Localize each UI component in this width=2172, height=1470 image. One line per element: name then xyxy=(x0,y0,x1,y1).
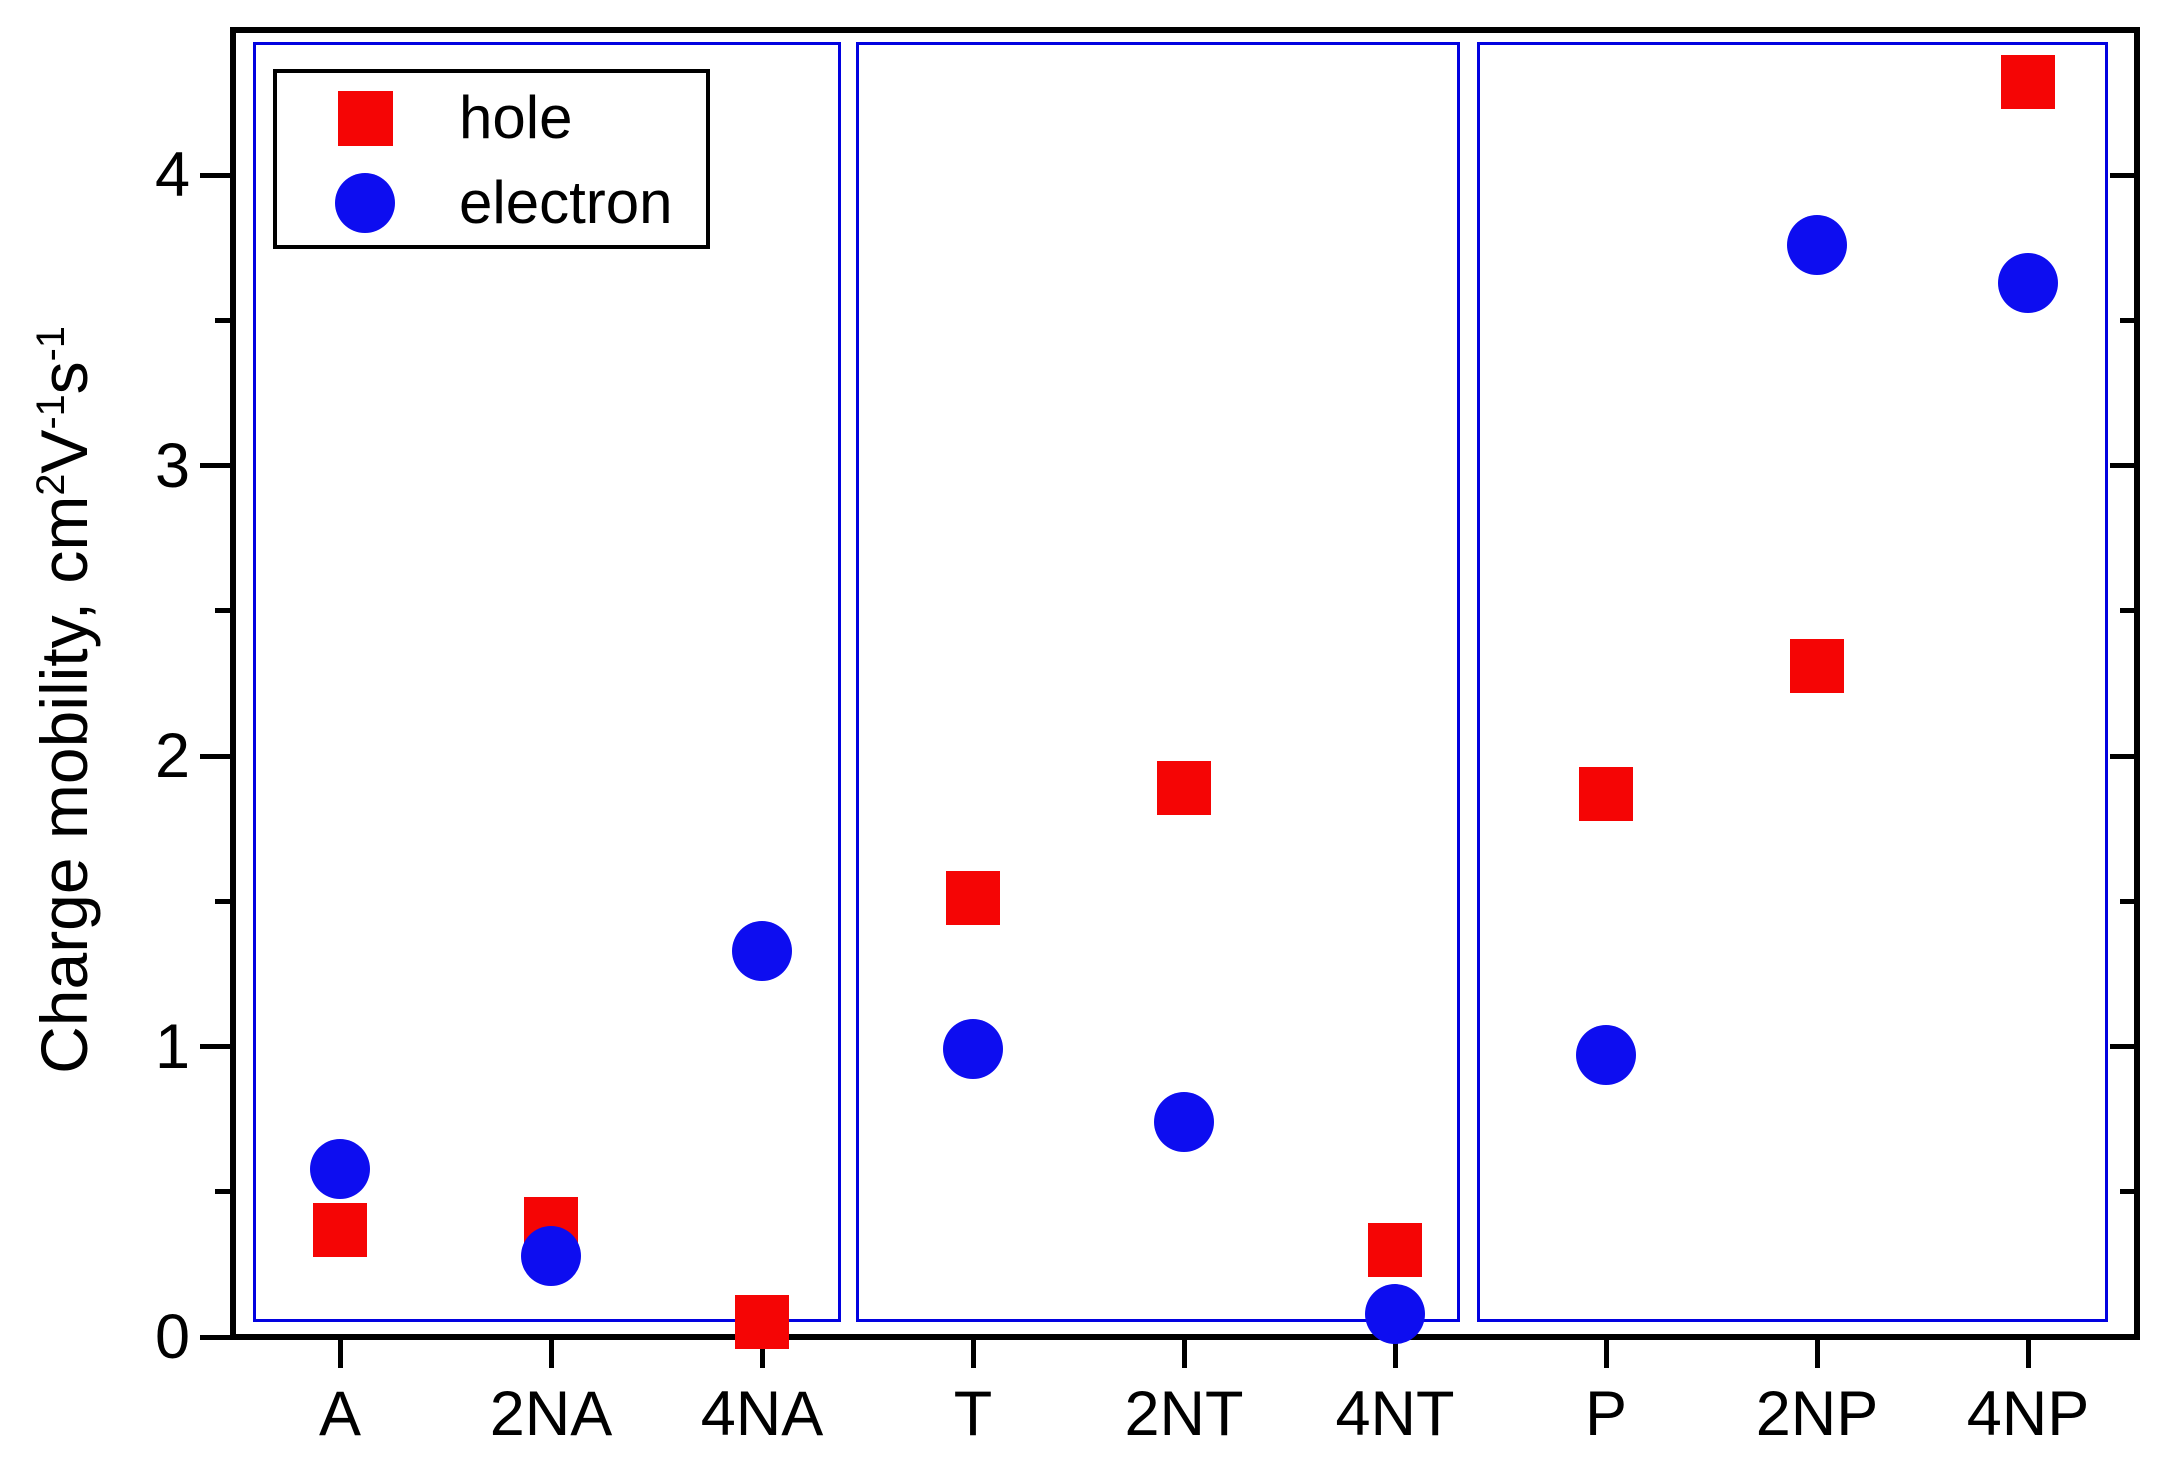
legend-hole-swatch-box xyxy=(333,90,397,146)
electron-circle-icon xyxy=(335,172,395,233)
y-minor-tick-right xyxy=(2120,898,2137,904)
marker-electron-2NT xyxy=(1154,1092,1214,1153)
marker-hole-4NA xyxy=(735,1295,789,1350)
y-major-tick-right xyxy=(2110,172,2137,178)
y-minor-tick-right xyxy=(2120,317,2137,323)
y-tick-label: 1 xyxy=(154,1011,190,1082)
y-tick-label: 4 xyxy=(154,140,190,211)
marker-electron-4NA xyxy=(732,920,792,981)
group-box-3 xyxy=(1477,42,2108,1322)
x-tick-label-4NA: 4NA xyxy=(700,1379,824,1449)
legend-entry-electron: electron xyxy=(277,161,706,246)
marker-electron-P xyxy=(1576,1025,1636,1086)
x-tick xyxy=(2025,1337,2031,1368)
x-tick-label-2NT: 2NT xyxy=(1124,1379,1244,1449)
legend: hole electron xyxy=(273,69,710,249)
marker-hole-T xyxy=(946,871,1000,926)
marker-electron-T xyxy=(943,1019,1003,1080)
x-tick xyxy=(548,1337,554,1368)
marker-electron-4NP xyxy=(1998,252,2058,313)
x-tick-label-2NA: 2NA xyxy=(489,1379,613,1449)
y-major-tick-left xyxy=(200,172,233,178)
y-major-tick-left xyxy=(200,463,233,469)
y-major-tick-left xyxy=(200,1044,233,1050)
group-box-2 xyxy=(856,42,1460,1322)
marker-electron-4NT xyxy=(1365,1283,1425,1344)
marker-electron-2NA xyxy=(521,1225,581,1286)
x-tick xyxy=(1814,1337,1820,1368)
x-tick-label-2NP: 2NP xyxy=(1755,1379,1879,1449)
y-minor-tick-left xyxy=(215,608,233,614)
marker-electron-2NP xyxy=(1787,214,1847,275)
x-tick xyxy=(1603,1337,1609,1368)
y-major-tick-right xyxy=(2110,753,2137,759)
x-tick xyxy=(337,1337,343,1368)
x-tick-label-4NP: 4NP xyxy=(1966,1379,2090,1449)
y-tick-label: 3 xyxy=(154,430,190,501)
y-minor-tick-right xyxy=(2120,1189,2137,1195)
y-minor-tick-right xyxy=(2120,608,2137,614)
y-tick-label: 0 xyxy=(154,1302,190,1372)
x-tick xyxy=(1181,1337,1187,1368)
y-major-tick-left xyxy=(200,1334,233,1340)
x-tick xyxy=(970,1337,976,1368)
marker-hole-4NT xyxy=(1368,1222,1422,1277)
y-major-tick-right xyxy=(2110,1044,2137,1050)
y-minor-tick-left xyxy=(215,1189,233,1195)
x-tick-label-A: A xyxy=(318,1379,362,1449)
y-minor-tick-left xyxy=(215,317,233,323)
legend-hole-label: hole xyxy=(459,84,573,152)
y-minor-tick-left xyxy=(215,898,233,904)
group-box-1 xyxy=(253,42,841,1322)
x-tick-label-T: T xyxy=(953,1379,993,1449)
marker-hole-P xyxy=(1579,766,1633,821)
y-tick-label: 2 xyxy=(154,721,190,792)
x-tick xyxy=(759,1337,765,1368)
legend-entry-hole: hole xyxy=(277,76,706,161)
y-major-tick-right xyxy=(2110,463,2137,469)
y-major-tick-left xyxy=(200,753,233,759)
marker-electron-A xyxy=(310,1138,370,1199)
legend-electron-label: electron xyxy=(459,168,673,236)
x-tick-label-4NT: 4NT xyxy=(1335,1379,1455,1449)
hole-square-icon xyxy=(337,90,393,146)
x-tick xyxy=(1392,1337,1398,1368)
y-major-tick-right xyxy=(2110,1334,2137,1340)
x-tick-label-P: P xyxy=(1584,1379,1628,1449)
marker-hole-A xyxy=(313,1202,367,1257)
marker-hole-4NP xyxy=(2001,55,2055,110)
legend-electron-swatch-box xyxy=(333,172,397,233)
marker-hole-2NT xyxy=(1157,761,1211,816)
marker-hole-2NP xyxy=(1790,639,1844,694)
